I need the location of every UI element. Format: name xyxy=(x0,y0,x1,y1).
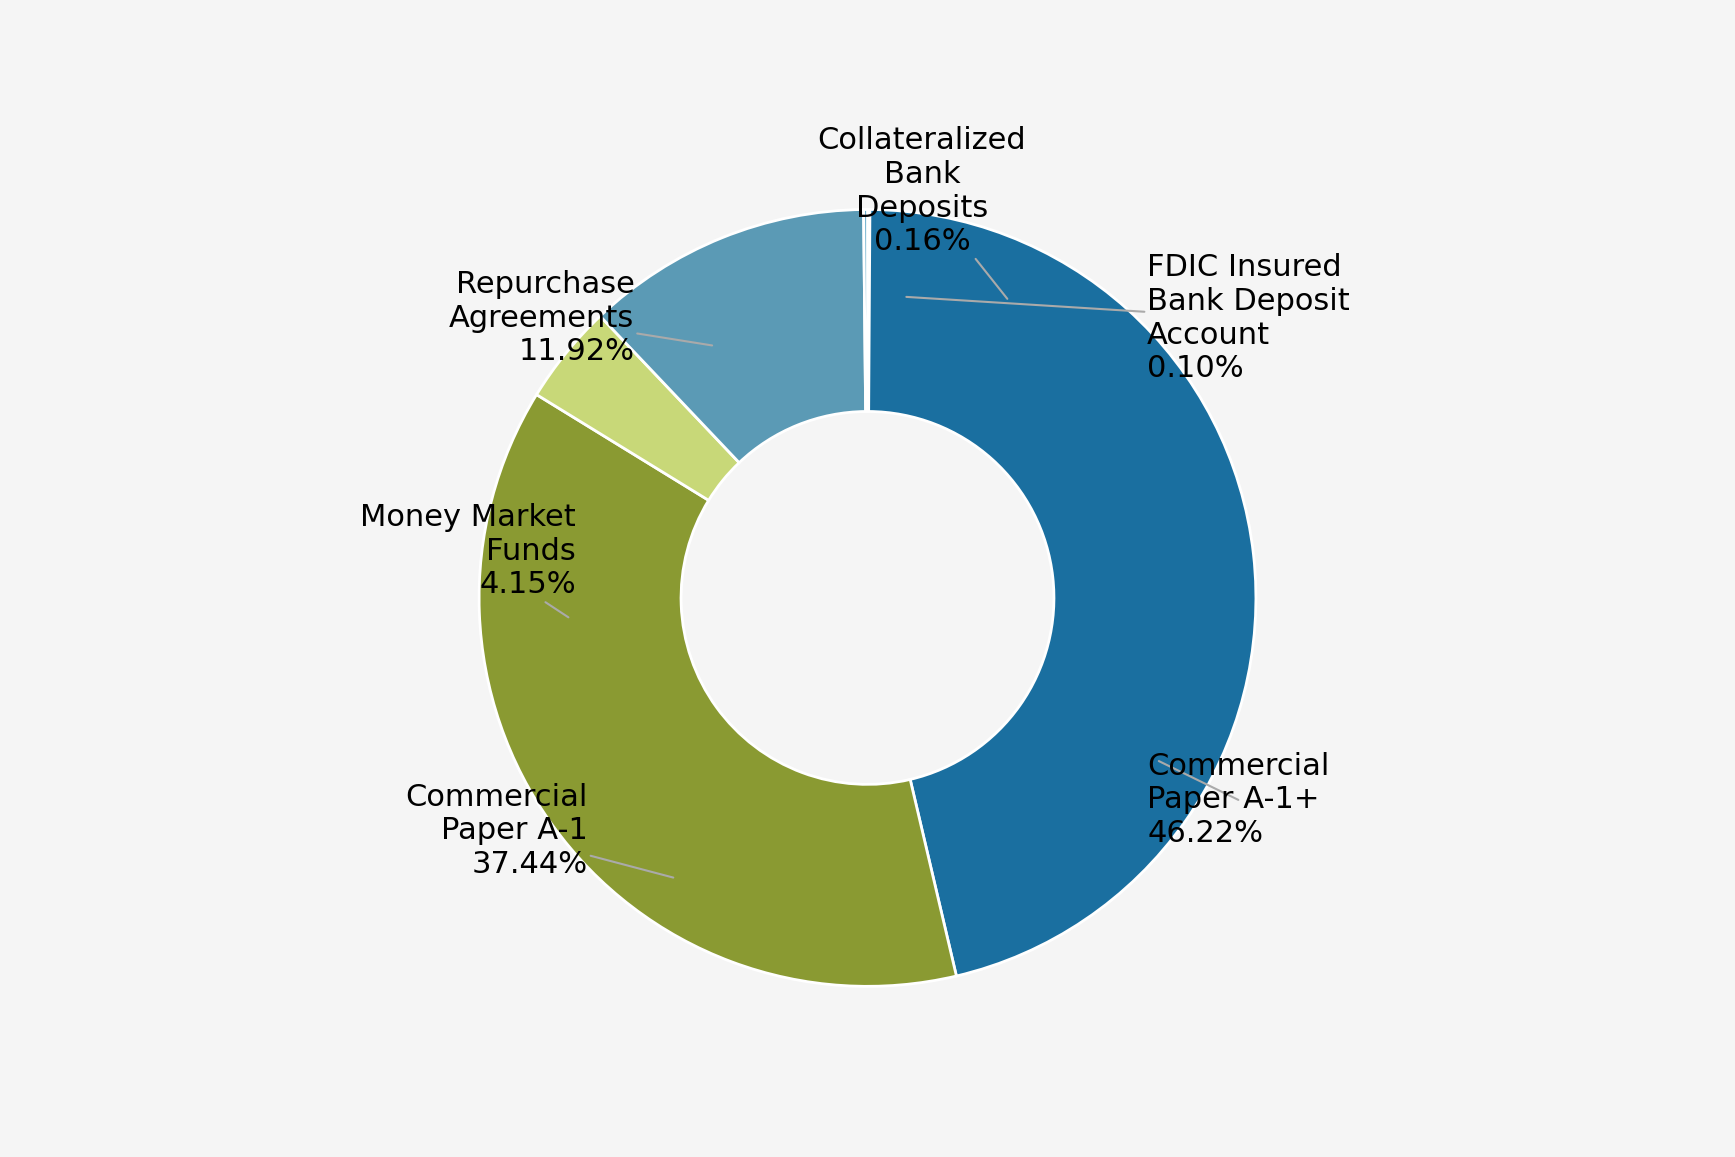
Text: Commercial
Paper A-1
37.44%: Commercial Paper A-1 37.44% xyxy=(406,783,673,879)
Wedge shape xyxy=(869,209,1256,977)
Wedge shape xyxy=(864,209,868,412)
Wedge shape xyxy=(479,395,956,986)
Wedge shape xyxy=(536,316,739,500)
Text: Commercial
Paper A-1+
46.22%: Commercial Paper A-1+ 46.22% xyxy=(1147,752,1329,848)
Text: FDIC Insured
Bank Deposit
Account
0.10%: FDIC Insured Bank Deposit Account 0.10% xyxy=(906,253,1350,383)
Wedge shape xyxy=(600,209,866,463)
Text: Money Market
Funds
4.15%: Money Market Funds 4.15% xyxy=(361,503,576,618)
Text: Collateralized
Bank
Deposits
0.16%: Collateralized Bank Deposits 0.16% xyxy=(817,126,1025,299)
Wedge shape xyxy=(868,209,869,412)
Text: Repurchase
Agreements
11.92%: Repurchase Agreements 11.92% xyxy=(449,270,711,367)
